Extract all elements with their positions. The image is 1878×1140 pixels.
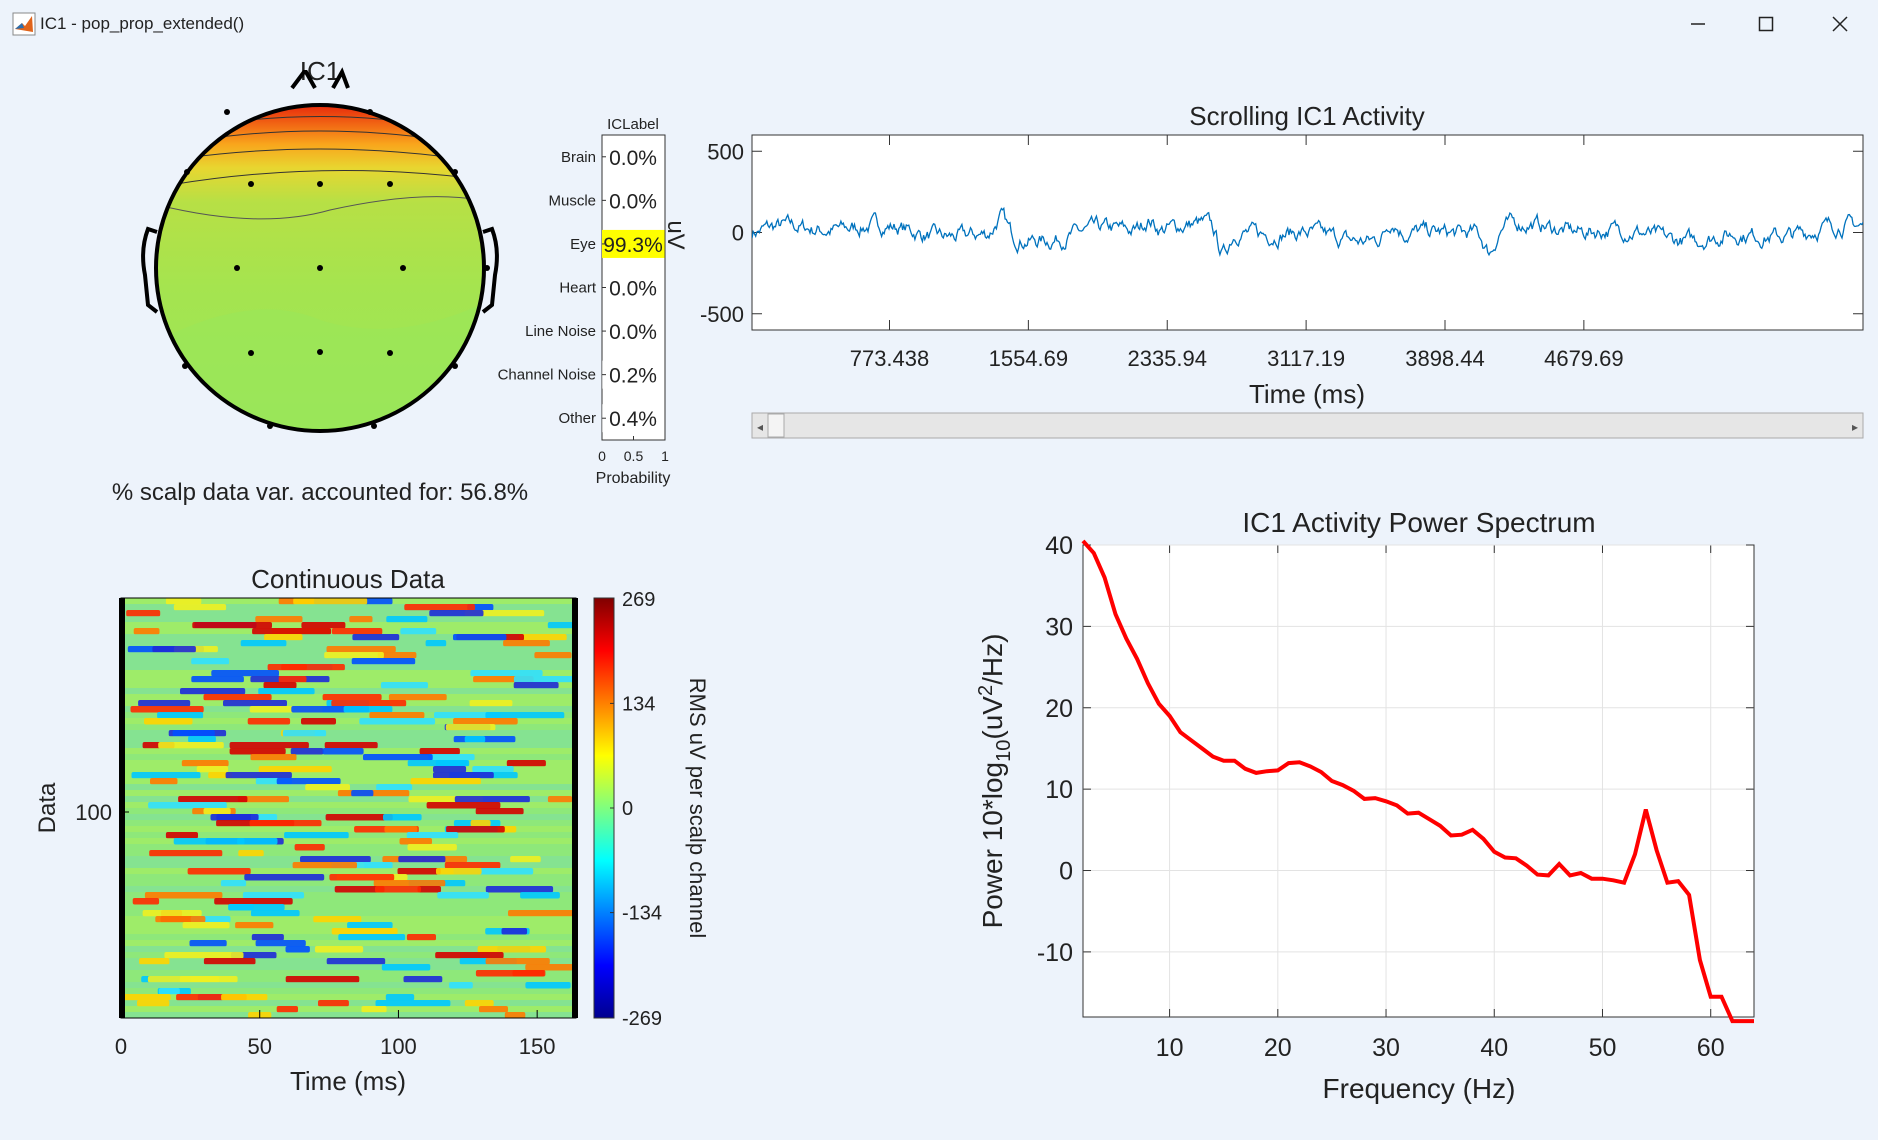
iclabel-class-value: 99.3% [603,234,663,257]
window-title: IC1 - pop_prop_extended() [40,14,245,33]
iclabel-title: ICLabel [607,116,659,133]
colorbar-tick: -269 [622,1008,662,1030]
continuous-heatmap [121,598,576,1019]
continuous-xlabel: Time (ms) [290,1066,406,1096]
power-spectrum-plot: IC1 Activity Power Spectrum 10 20 30 40 50 60… [975,507,1755,1104]
iclabel-class-name: Eye [570,236,596,253]
scrolling-xtick: 1554.69 [989,346,1069,371]
iclabel-axes [601,134,666,441]
colorbar-tick: -134 [622,903,662,925]
right-ear [481,226,499,314]
iclabel-xtick: 0.5 [624,448,644,464]
spectrum-xtick: 40 [1480,1034,1508,1062]
spectrum-axes [1082,544,1755,1018]
iclabel-xtick: 1 [661,448,669,464]
scrolling-ytick: -500 [700,302,744,327]
continuous-xtick: 100 [380,1034,417,1059]
colorbar-tick: 0 [622,798,633,820]
colorbar-tick: 134 [622,693,655,715]
iclabel-class-name: Heart [559,280,597,297]
colorbar-label: RMS uV per scalp channel [685,678,710,938]
continuous-xtick: 50 [247,1034,271,1059]
iclabel-xtick: 0 [598,448,606,464]
boundary-left [119,598,125,1018]
maximize-icon [1758,16,1774,32]
scrolling-xlabel: Time (ms) [1249,379,1365,409]
spectrum-xtick: 50 [1589,1034,1617,1062]
close-icon [1832,16,1848,32]
scrolling-axes [751,134,1864,331]
activity-trace [752,206,1863,258]
topomap-plot: IC1 % [112,56,528,506]
iclabel-class-value: 0.2% [609,365,657,388]
iclabel-class-name: Other [558,410,596,427]
scrolling-xtick: 773.438 [850,346,930,371]
spectrum-xtick: 10 [1156,1034,1184,1062]
spectrum-xtick: 30 [1372,1034,1400,1062]
scrolling-ytick: 500 [707,139,744,164]
iclabel-class-value: 0.0% [609,321,657,344]
maximize-button[interactable] [1736,6,1796,42]
iclabel-panel: ICLabel Brain 0.0% Muscle 0.0% Eye 99.3% Heart… [498,116,671,487]
scrolling-activity-plot: Scrolling IC1 Activity 773.438 1554.69 233… [662,101,1864,439]
spectrum-xtick: 20 [1264,1034,1292,1062]
spectrum-ylabel: Power 10*log10(uV2/Hz) [975,634,1015,929]
scroll-right-arrow[interactable]: ▸ [1852,420,1858,434]
spectrum-ytick: 0 [1059,858,1073,886]
spectrum-xlabel: Frequency (Hz) [1323,1073,1516,1104]
continuous-data-plot: Continuous Data 100 Data 0 50 100 150 Time … [34,564,710,1096]
spectrum-xtick: 60 [1697,1034,1725,1062]
matlab-logo-icon [12,12,36,36]
iclabel-class-name: Line Noise [525,323,596,340]
electrode-dots [182,109,490,429]
scrolling-xtick: 3898.44 [1405,346,1485,371]
scalp-map [156,105,484,431]
variance-text: % scalp data var. accounted for: 56.8% [112,479,528,506]
iclabel-class-value: 0.0% [609,278,657,301]
boundary-right [572,598,578,1018]
iclabel-xlabel: Probability [596,470,671,487]
continuous-ytick: 100 [75,800,112,825]
close-button[interactable] [1810,6,1870,42]
spectrum-ytick: 20 [1045,695,1073,723]
scrolling-ylabel: uV [662,220,689,249]
iclabel-bar-2 [602,229,665,258]
scroll-thumb[interactable] [767,413,785,438]
scrolling-title: Scrolling IC1 Activity [1189,101,1425,131]
continuous-ylabel: Data [34,782,61,833]
scroll-left-arrow[interactable]: ◂ [757,420,763,434]
scrolling-ytick: 0 [732,221,744,246]
scrolling-xtick: 2335.94 [1127,346,1207,371]
continuous-xtick: 0 [115,1034,127,1059]
horizontal-scrollbar[interactable]: ◂ ▸ [751,412,1864,439]
iclabel-class-name: Channel Noise [498,367,596,384]
spectrum-ytick: 40 [1045,532,1073,560]
iclabel-class-value: 0.0% [609,190,657,213]
nose-marker [290,70,317,90]
minimize-icon [1691,23,1705,25]
iclabel-class-name: Brain [561,149,596,166]
continuous-xtick: 150 [519,1034,556,1059]
continuous-title: Continuous Data [251,564,445,594]
spectrum-title: IC1 Activity Power Spectrum [1242,507,1595,538]
scrolling-xtick: 4679.69 [1544,346,1624,371]
iclabel-class-name: Muscle [548,192,596,209]
iclabel-class-value: 0.0% [609,147,657,170]
spectrum-ytick: -10 [1037,939,1073,967]
spectrum-line [1081,539,1754,1024]
spectrum-ytick: 30 [1045,613,1073,641]
iclabel-class-value: 0.4% [609,408,657,431]
left-ear [141,226,159,314]
spectrum-ytick: 10 [1045,776,1073,804]
title-bar: IC1 - pop_prop_extended() [0,0,1878,48]
colorbar-tick: 269 [622,589,655,611]
scrolling-xtick: 3117.19 [1267,346,1345,371]
minimize-button[interactable] [1668,6,1728,42]
